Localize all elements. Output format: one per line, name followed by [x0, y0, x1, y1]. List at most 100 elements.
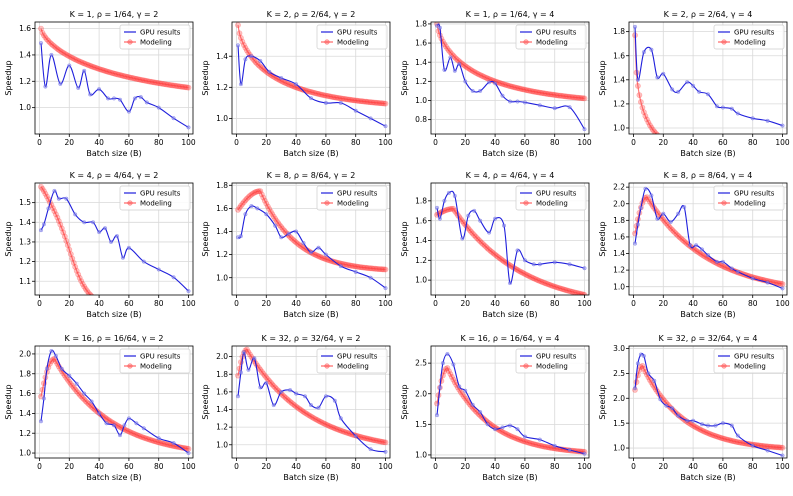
gpu-results-marker: [338, 264, 343, 269]
modeling-marker: [99, 67, 105, 73]
modeling-marker: [73, 388, 80, 395]
gpu-results-marker: [39, 228, 44, 233]
gpu-results-marker: [271, 403, 276, 408]
modeling-marker: [724, 436, 731, 443]
modeling-marker: [152, 308, 157, 313]
gpu-results-marker: [720, 259, 725, 264]
modeling-marker: [346, 262, 353, 269]
gpu-results-marker: [138, 95, 143, 100]
modeling-marker: [673, 231, 680, 238]
modeling-marker: [373, 265, 380, 272]
modeling-marker: [551, 283, 558, 290]
modeling-marker: [775, 444, 781, 451]
modeling-marker: [530, 441, 537, 448]
modeling-marker: [136, 433, 143, 439]
modeling-marker: [94, 65, 101, 72]
legend-gpu-label: GPU results: [536, 29, 577, 37]
modeling-marker: [105, 416, 111, 423]
modeling-marker: [569, 288, 576, 295]
modeling-marker: [688, 421, 695, 428]
gpu-results-marker: [43, 84, 48, 89]
modeling-marker: [236, 30, 243, 37]
gpu-results-marker: [76, 85, 81, 90]
modeling-marker: [140, 434, 147, 441]
modeling-marker: [375, 266, 381, 272]
modeling-marker: [264, 376, 271, 383]
x-tick-label: 40: [291, 138, 301, 147]
modeling-line: [634, 365, 783, 449]
modeling-marker: [444, 206, 451, 213]
modeling-marker: [539, 90, 546, 96]
y-axis-label: Speedup: [598, 221, 607, 256]
gpu-results-marker: [44, 366, 49, 371]
y-tick-label: 1.3: [19, 238, 31, 247]
modeling-marker: [300, 245, 307, 251]
modeling-marker: [296, 85, 302, 92]
gpu-results-marker: [73, 212, 78, 217]
modeling-marker: [143, 78, 150, 84]
modeling-marker: [325, 422, 332, 429]
modeling-marker: [574, 290, 580, 295]
modeling-marker: [308, 413, 314, 420]
modeling-marker: [287, 398, 293, 405]
subplot-2: 0 20 40 60 80 100 1.0 1.2 1.4 K = 2, ρ = 2/64, γ …: [201, 10, 393, 158]
gpu-results-marker: [273, 223, 278, 228]
gpu-results-marker: [646, 371, 651, 376]
subplot-6: 0 20 40 60 80 100 1.0 1.2 1.4 1.6 1.8 K = 8, ρ = 8/…: [201, 171, 393, 319]
modeling-marker: [340, 428, 347, 435]
modeling-marker: [75, 57, 82, 64]
gpu-results-marker: [676, 413, 681, 418]
modeling-marker: [104, 303, 109, 308]
modeling-marker: [291, 402, 298, 409]
subplot-4: 0 20 40 60 80 100 1.0 1.2 1.4 1.6 1.8 K = 2, ρ = 2/…: [598, 10, 790, 162]
modeling-marker: [681, 238, 688, 245]
modeling-marker: [273, 218, 280, 224]
x-tick-label: 80: [748, 462, 758, 471]
modeling-marker: [260, 370, 267, 377]
y-tick-label: 1.4: [216, 405, 228, 414]
modeling-marker: [758, 157, 763, 162]
y-tick-label: 1.8: [415, 196, 427, 205]
gpu-results-marker: [41, 396, 46, 401]
modeling-marker: [237, 35, 244, 41]
modeling-marker: [39, 185, 46, 192]
gpu-results-marker: [582, 127, 587, 132]
modeling-marker: [308, 89, 314, 95]
modeling-marker: [450, 376, 457, 383]
gpu-results-marker: [457, 62, 462, 67]
gpu-results-marker: [186, 451, 191, 456]
modeling-marker: [79, 281, 86, 287]
gpu-results-marker: [470, 88, 475, 93]
modeling-marker: [146, 436, 153, 443]
modeling-marker: [281, 393, 288, 400]
modeling-marker: [54, 45, 61, 52]
x-axis-label: Batch size (B): [283, 473, 338, 482]
modeling-marker: [331, 94, 338, 101]
modeling-marker: [51, 208, 58, 215]
gpu-results-marker: [466, 213, 471, 218]
modeling-marker: [516, 85, 522, 92]
modeling-marker: [511, 84, 518, 91]
modeling-marker: [536, 278, 543, 284]
gpu-results-marker: [383, 124, 388, 129]
modeling-marker: [357, 98, 364, 104]
modeling-marker: [82, 285, 89, 292]
legend-modeling-label: Modeling: [337, 200, 369, 208]
axes-frame: [430, 182, 590, 296]
gpu-results-marker: [88, 92, 93, 97]
gpu-results-marker: [670, 87, 675, 92]
y-tick-label: 1.4: [613, 249, 625, 258]
y-axis-label: Speedup: [598, 60, 607, 95]
modeling-marker: [148, 78, 155, 85]
modeling-marker: [761, 443, 768, 449]
x-tick-label: 20: [65, 138, 75, 147]
plot-area: [38, 25, 192, 130]
modeling-marker: [348, 262, 355, 269]
modeling-marker: [44, 36, 50, 43]
modeling-marker: [63, 51, 70, 58]
modeling-marker: [185, 84, 192, 91]
modeling-marker: [121, 73, 128, 80]
gpu-results-marker: [780, 453, 785, 458]
gpu-results-marker: [685, 80, 690, 85]
modeling-marker: [312, 90, 319, 97]
